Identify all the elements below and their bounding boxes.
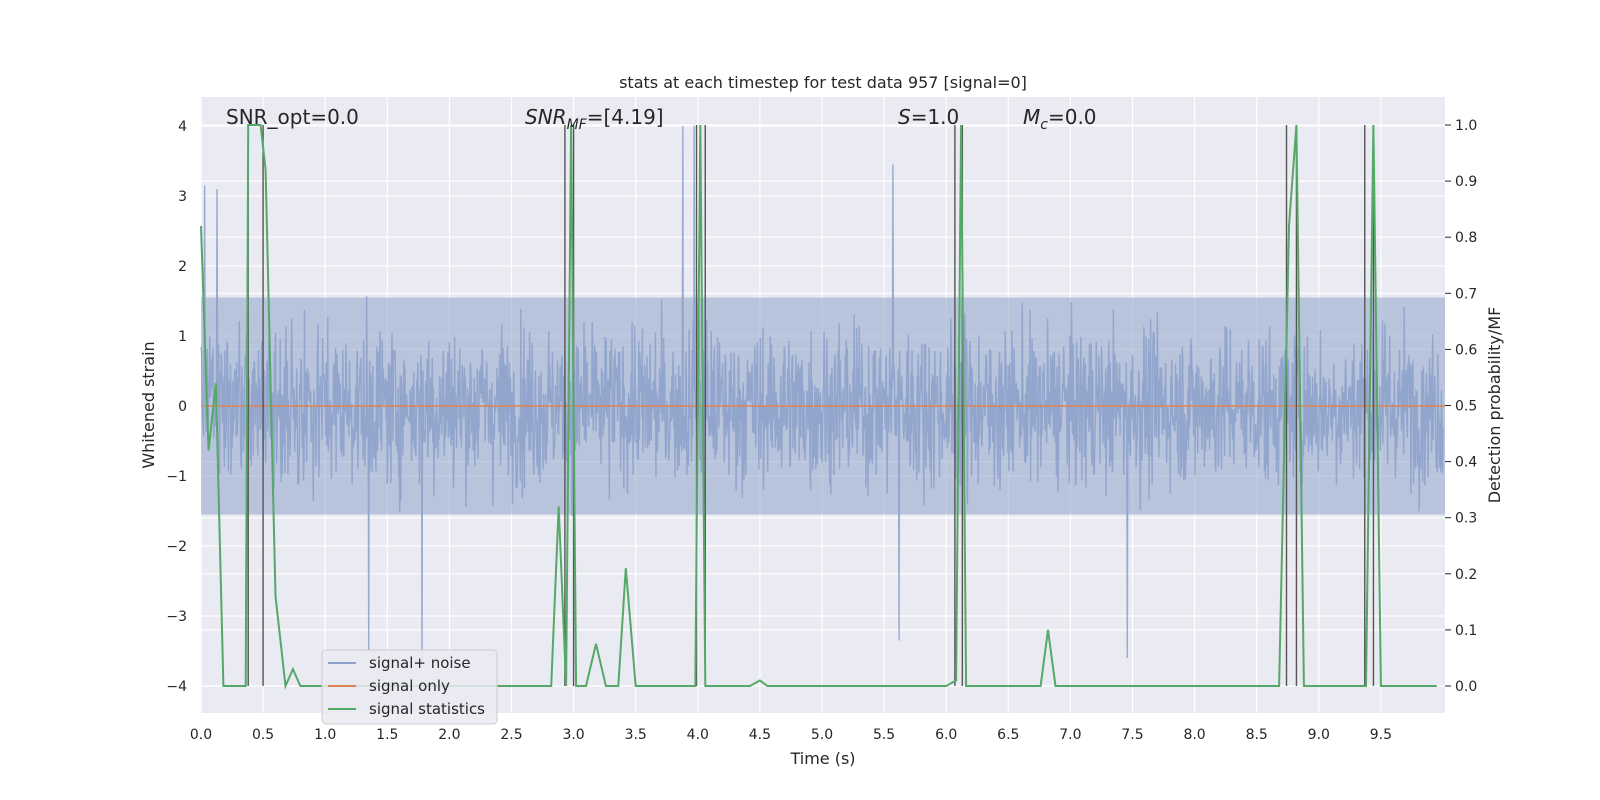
x-tick-labels: 0.0 0.5 1.0 1.5 2.0 2.5 3.0 3.5 4.0 4.5 5.0 5.5 6.0 6… [190, 727, 1392, 743]
x-tick-label: 9.0 [1308, 727, 1330, 743]
y2-tick-label: 0.8 [1455, 230, 1477, 246]
y2-tick-label: 0.6 [1455, 342, 1477, 358]
y2-tick-label: 0.0 [1455, 679, 1477, 695]
annotation-s: S=1.0 [898, 105, 959, 129]
x-tick-label: 0.5 [252, 727, 274, 743]
y-tick-labels: 4 3 2 1 0 −1 −2 −3 −4 [166, 119, 187, 695]
x-tick-label: 2.0 [438, 727, 460, 743]
x-axis-label: Time (s) [789, 749, 855, 768]
x-tick-label: 8.0 [1183, 727, 1205, 743]
x-tick-label: 1.0 [314, 727, 336, 743]
y2-tick-label: 0.7 [1455, 286, 1477, 302]
y2-tick-label: 0.5 [1455, 399, 1477, 415]
y2-tick-label: 0.3 [1455, 511, 1477, 527]
x-tick-label: 4.5 [749, 727, 771, 743]
annotation-mc-sub: c [1040, 117, 1048, 133]
y-tick-label: 4 [178, 119, 187, 135]
x-tick-label: 6.0 [935, 727, 957, 743]
legend-label-signal-only: signal only [369, 677, 450, 695]
x-tick-label: 5.5 [873, 727, 895, 743]
legend-label-signal-plus-noise: signal+ noise [369, 654, 471, 672]
y-tick-label: −2 [166, 539, 187, 555]
y-axis-label: Whitened strain [139, 341, 158, 468]
legend-box [321, 649, 498, 725]
annotation-snr-mf-value: =[4.19] [587, 105, 664, 129]
annotation-mc-main: M [1023, 105, 1040, 129]
x-tick-label: 4.0 [687, 727, 709, 743]
y2-tick-label: 1.0 [1455, 118, 1477, 134]
y2-tick-label: 0.2 [1455, 567, 1477, 583]
x-tick-label: 3.5 [625, 727, 647, 743]
x-tick-label: 2.5 [500, 727, 522, 743]
x-tick-label: 6.5 [997, 727, 1019, 743]
annotation-snr-mf-sub: MF [567, 117, 588, 133]
annotation-snr-opt: SNR_opt=0.0 [226, 105, 359, 129]
y2-tick-label: 0.1 [1455, 623, 1477, 639]
annotation-mc-value: =0.0 [1048, 105, 1097, 129]
legend: signal+ noise signal only signal statist… [321, 649, 498, 725]
marker-lines [247, 125, 1375, 686]
x-tick-label: 0.0 [190, 727, 212, 743]
legend-label-signal-statistics: signal statistics [369, 700, 485, 718]
y-tick-label: 2 [178, 259, 187, 275]
x-tick-label: 7.0 [1059, 727, 1081, 743]
y2-tick-label: 0.4 [1455, 455, 1477, 471]
x-tick-label: 8.5 [1246, 727, 1268, 743]
y-tick-label: −4 [166, 679, 187, 695]
annotation-mc: Mc=0.0 [1023, 105, 1097, 133]
y-tick-label: 1 [178, 329, 187, 345]
x-tick-label: 5.0 [811, 727, 833, 743]
annotation-s-value: =1.0 [911, 105, 960, 129]
chart-title: stats at each timestep for test data 957… [619, 73, 1027, 92]
series-signal-statistics [200, 124, 1437, 690]
y-tick-label: −3 [166, 609, 187, 625]
x-tick-label: 1.5 [376, 727, 398, 743]
x-tick-label: 3.0 [562, 727, 584, 743]
y2-tick-labels: 1.0 0.9 0.8 0.7 0.6 0.5 0.4 0.3 0.2 0.1 0.0 [1445, 118, 1477, 695]
x-tick-label: 9.5 [1370, 727, 1392, 743]
y2-axis-label: Detection probability/MF [1485, 307, 1504, 504]
y-tick-label: 3 [178, 189, 187, 205]
y2-tick-label: 0.9 [1455, 174, 1477, 190]
annotation-snr-mf-main: SNR [525, 105, 567, 129]
y-tick-label: −1 [166, 469, 187, 485]
x-tick-label: 7.5 [1121, 727, 1143, 743]
annotation-s-label: S [898, 105, 911, 129]
annotation-snr-mf: SNRMF=[4.19] [525, 105, 664, 133]
y-tick-label: 0 [178, 399, 187, 415]
